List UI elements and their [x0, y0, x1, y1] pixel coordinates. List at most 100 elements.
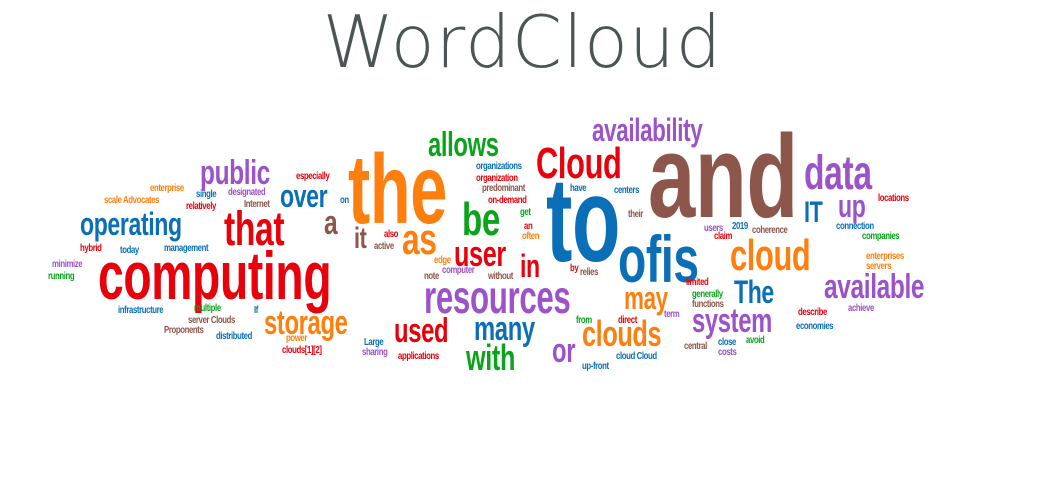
word-edge: edge — [434, 255, 451, 266]
word-up-front: up-front — [582, 361, 609, 372]
word-cloud: cloud — [730, 231, 811, 280]
word-functions: functions — [692, 299, 724, 310]
word-as: as — [402, 215, 437, 264]
word-claim: claim — [714, 231, 733, 242]
word-users: users — [704, 223, 723, 234]
word-internet: Internet — [244, 199, 270, 210]
word-active: active — [374, 241, 394, 252]
word-a: a — [324, 204, 338, 242]
word-Cloud: Cloud — [536, 139, 622, 188]
word-designated: designated — [228, 187, 266, 198]
word-allows: allows — [428, 126, 499, 164]
word-organizations: organizations — [476, 161, 522, 172]
word-in: in — [520, 248, 540, 284]
word-or: or — [552, 332, 576, 370]
word-may: may — [624, 280, 668, 316]
word-term: term — [664, 309, 680, 320]
word-connection: connection — [836, 221, 874, 232]
word-system: system — [692, 302, 772, 340]
word-2019: 2019 — [732, 221, 748, 232]
word-achieve: achieve — [848, 303, 874, 314]
word-infrastructure: infrastructure — [118, 305, 164, 316]
word-minimize: minimize — [52, 259, 83, 270]
word-storage: storage — [264, 304, 348, 342]
word-without: without — [488, 271, 513, 282]
word-by: by — [570, 263, 579, 274]
word-if: If — [254, 305, 258, 316]
word-sharing: sharing — [362, 347, 388, 358]
word-on-demand: on-demand — [488, 195, 527, 206]
word-organization: organization — [476, 173, 518, 184]
word-resources: resources — [424, 271, 571, 323]
word-IT: IT — [804, 196, 823, 229]
word-central: central — [684, 341, 707, 352]
word-also: also — [384, 229, 399, 240]
word-hybrid: hybrid — [80, 243, 102, 254]
word-costs: costs — [718, 347, 737, 358]
word-especially: especially — [296, 171, 330, 182]
word-be: be — [462, 193, 500, 245]
word-centers: centers — [614, 185, 640, 196]
word-power: power — [286, 333, 308, 344]
word-it: it — [354, 222, 367, 255]
word-proponents: Proponents — [164, 325, 204, 336]
word-applications: applications — [398, 351, 439, 362]
word-computer: computer — [442, 265, 475, 276]
word-direct: direct — [618, 315, 637, 326]
word-multiple: multiple — [194, 303, 221, 314]
word-avoid: avoid — [746, 335, 765, 346]
word-on: on — [340, 195, 349, 206]
word-scale-advocates: scale Advocates — [104, 195, 160, 206]
word-data: data — [804, 147, 872, 200]
word-over: over — [280, 178, 328, 214]
word-server-clouds: server Clouds — [188, 315, 235, 326]
word-relies: relies — [580, 267, 599, 278]
word-available: available — [824, 268, 925, 306]
word-computing: computing — [98, 238, 332, 314]
word-user: user — [454, 233, 506, 274]
word-get: get — [520, 207, 531, 218]
word-availability: availability — [592, 112, 703, 148]
word-coherence: coherence — [752, 225, 788, 236]
word-running: running — [48, 271, 75, 282]
word-and: and — [648, 111, 798, 243]
word-often: often — [522, 231, 540, 242]
word-large: Large — [364, 337, 384, 348]
word-single: single — [196, 189, 217, 200]
word-close: close — [718, 337, 737, 348]
word-that: that — [224, 203, 285, 256]
word-limited: limited — [686, 277, 709, 288]
word-servers: servers — [866, 261, 892, 272]
word-ofis: ofis — [618, 222, 699, 296]
word-public: public — [200, 154, 270, 192]
word-an: an — [524, 221, 533, 232]
word-enterprises: enterprises — [866, 251, 904, 262]
word-cloud-cloud: cloud Cloud — [616, 351, 657, 362]
word-clouds: clouds — [582, 313, 662, 354]
word-have: have — [570, 183, 587, 194]
word-many: many — [474, 310, 535, 348]
word-management: management — [164, 243, 209, 254]
word-up: up — [838, 188, 866, 224]
word-The: The — [734, 274, 774, 310]
word-the: the — [348, 134, 447, 244]
word-generally: generally — [692, 289, 723, 300]
word-today: today — [120, 245, 139, 256]
word-used: used — [394, 312, 449, 350]
word-note: note — [424, 271, 439, 282]
word-to: to — [546, 153, 621, 287]
word-predominant: predominant — [482, 183, 525, 194]
word-companies: companies — [862, 231, 900, 242]
word-locations: locations — [878, 193, 909, 204]
word-their: their — [628, 209, 643, 220]
word-with: with — [466, 337, 515, 378]
page-title: WordCloud — [322, 0, 723, 84]
word-economies: economies — [796, 321, 834, 332]
word-relatively: relatively — [186, 201, 216, 212]
word-from: from — [576, 315, 592, 326]
word-operating: operating — [80, 206, 182, 242]
word-distributed: distributed — [216, 331, 253, 342]
word-clouds12: clouds[1][2] — [282, 345, 322, 356]
word-enterprise: enterprise — [150, 183, 184, 194]
